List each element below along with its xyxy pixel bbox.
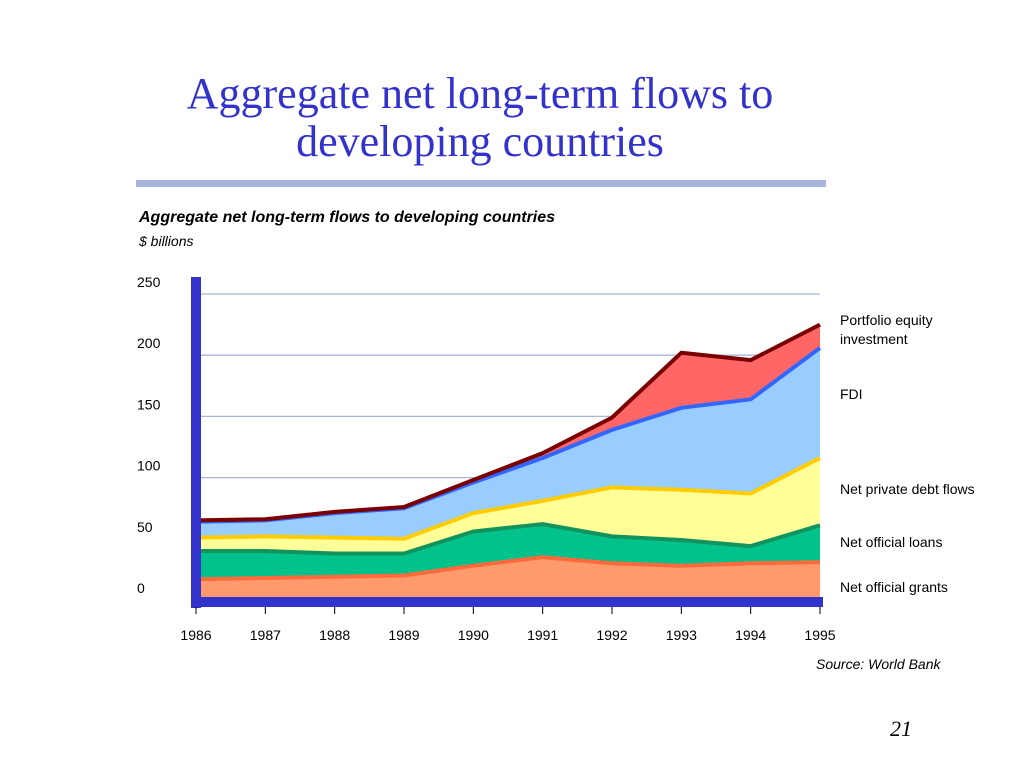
slide-title: Aggregate net long-term flows to develop… bbox=[100, 70, 860, 166]
source-note: Source: World Bank bbox=[816, 656, 941, 672]
x-tick-label-1988: 1988 bbox=[319, 627, 350, 643]
legend-net-private-debt-flows: Net private debt flows bbox=[840, 481, 975, 497]
x-axis bbox=[191, 597, 823, 607]
line-net-official-loans bbox=[196, 522, 821, 556]
x-tick-label-1991: 1991 bbox=[527, 627, 558, 643]
x-tick-label-1992: 1992 bbox=[596, 627, 627, 643]
y-tick-label-200: 200 bbox=[137, 335, 161, 351]
slide-title-line-1: Aggregate net long-term flows to bbox=[186, 69, 774, 118]
y-tick-label-250: 250 bbox=[137, 274, 161, 290]
legend-net-official-grants: Net official grants bbox=[840, 579, 948, 595]
line-portfolio-equity-investment bbox=[195, 322, 821, 523]
legend-fdi: FDI bbox=[840, 386, 863, 402]
area-net-private-debt-flows bbox=[196, 458, 820, 554]
area-portfolio-equity-investment bbox=[196, 324, 820, 522]
legend-portfolio-equity-investment: Portfolio equity investment bbox=[840, 312, 933, 347]
y-tick-label-50: 50 bbox=[137, 519, 153, 535]
chart-subtitle: $ billions bbox=[139, 233, 194, 249]
x-tick-label-1990: 1990 bbox=[458, 627, 489, 643]
y-tick-label-150: 150 bbox=[137, 396, 161, 412]
y-tick-label-0: 0 bbox=[137, 580, 145, 596]
line-net-official-grants bbox=[195, 555, 821, 582]
area-fdi bbox=[196, 347, 820, 539]
chart-title: Aggregate net long-term flows to develop… bbox=[139, 209, 556, 226]
y-axis bbox=[191, 277, 201, 608]
x-tick-label-1989: 1989 bbox=[388, 627, 419, 643]
x-tick-label-1986: 1986 bbox=[180, 627, 211, 643]
x-tick-label-1993: 1993 bbox=[666, 627, 697, 643]
line-net-private-debt-flows bbox=[195, 456, 821, 541]
area-net-official-grants bbox=[196, 557, 820, 600]
x-tick-label-1994: 1994 bbox=[735, 627, 766, 643]
page-number: 21 bbox=[890, 716, 912, 741]
legend-net-official-loans: Net official loans bbox=[840, 534, 942, 550]
x-tick-label-1987: 1987 bbox=[250, 627, 281, 643]
y-tick-label-100: 100 bbox=[137, 458, 161, 474]
x-tick-label-1995: 1995 bbox=[804, 627, 835, 643]
slide-title-line-2: developing countries bbox=[296, 117, 664, 166]
area-net-official-loans bbox=[196, 524, 820, 580]
title-rule bbox=[136, 180, 826, 187]
